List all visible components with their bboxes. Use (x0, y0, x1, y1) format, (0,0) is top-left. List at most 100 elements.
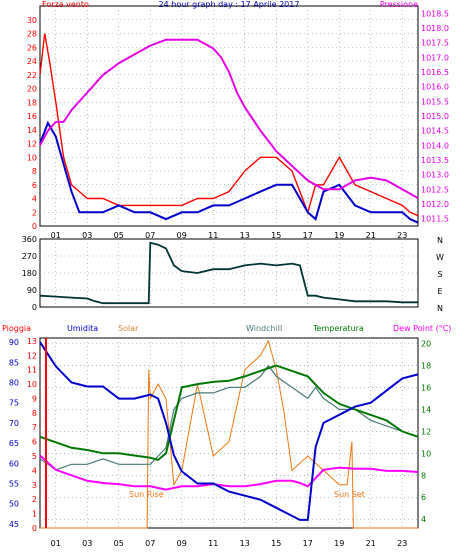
temperature-tick-label: 4 (421, 515, 426, 524)
rain-tick-label: 1 (32, 510, 37, 519)
chart-title: 24 hour graph day : 17 Aprile 2017 (159, 0, 300, 9)
compass-label: W (436, 253, 444, 262)
sunrise-label: Sun Rise (129, 490, 164, 499)
legend-dewpoint: Dew Point (°C) (393, 324, 451, 333)
rain-tick-label: 4 (32, 466, 37, 475)
x-tick-label: 23 (397, 539, 407, 548)
direction-panel-grid (40, 239, 418, 307)
wind-x-axis: 01 03 05 07 09 11 13 15 17 19 21 23 (51, 231, 408, 240)
temperature-tick-label: 20 (421, 339, 431, 348)
direction-left-axis: 0 90 180 270 360 (22, 235, 37, 312)
sunset-label: Sun Set (334, 490, 365, 499)
x-tick-label: 05 (114, 231, 124, 240)
legend-windchill: Windchill (246, 324, 282, 333)
rain-tick-label: 7 (32, 423, 37, 432)
rain-tick-label: 9 (32, 394, 37, 403)
humidity-tick-label: 90 (9, 338, 19, 347)
x-tick-label: 19 (334, 231, 344, 240)
wind-tick-label: 16 (27, 112, 37, 121)
x-tick-label: 13 (240, 539, 250, 548)
x-tick-label: 09 (177, 231, 187, 240)
temperature-tick-label: 18 (421, 361, 431, 370)
x-tick-label: 01 (51, 539, 61, 548)
pressure-tick-label: 1015.5 (421, 97, 449, 106)
direction-panel-series (39, 241, 418, 305)
direction-tick-label: 0 (32, 303, 37, 312)
pressure-tick-label: 1014.0 (421, 141, 449, 150)
x-tick-label: 03 (82, 231, 92, 240)
x-tick-label: 11 (208, 539, 218, 548)
rain-tick-label: 5 (32, 452, 37, 461)
rain-tick-label: 2 (32, 495, 37, 504)
wind-tick-label: 4 (32, 195, 37, 204)
wind-panel-frame (39, 5, 419, 227)
wind-tick-label: 20 (27, 85, 37, 94)
series-humidity (39, 341, 419, 521)
x-tick-label: 07 (145, 539, 155, 548)
legend-humidity: Umidita (67, 324, 98, 333)
legend-temperature: Temperatura (312, 324, 364, 333)
pressure-tick-label: 1012.5 (421, 185, 449, 194)
wind-tick-label: 18 (27, 98, 37, 107)
wind-tick-label: 8 (32, 167, 37, 176)
x-tick-label: 17 (303, 231, 313, 240)
humidity-tick-label: 55 (9, 480, 19, 489)
x-tick-label: 03 (82, 539, 92, 548)
rain-tick-label: 12 (27, 351, 37, 360)
pressure-tick-label: 1016.0 (421, 83, 449, 92)
compass-label: S (437, 270, 442, 279)
direction-panel-frame (39, 238, 419, 308)
pressure-legend-label: Pressione (380, 0, 418, 9)
temperature-tick-label: 12 (421, 427, 431, 436)
wind-tick-label: 0 (32, 222, 37, 231)
pressure-tick-label: 1018.5 (421, 9, 449, 18)
rain-tick-label: 13 (27, 337, 37, 346)
temperature-tick-label: 6 (421, 493, 426, 502)
wind-legend-label: Forza vento (42, 0, 89, 9)
humidity-tick-label: 85 (9, 358, 19, 367)
humidity-tick-label: 60 (9, 459, 19, 468)
series-dewpoint (39, 454, 419, 491)
wind-tick-label: 14 (27, 126, 37, 135)
wind-tick-label: 28 (27, 30, 37, 39)
rain-tick-label: 11 (27, 366, 37, 375)
temperature-x-axis: 01 03 05 07 09 11 13 15 17 19 21 23 (51, 539, 408, 548)
pressure-tick-label: 1011.5 (421, 215, 449, 224)
series-wind-gust (39, 33, 419, 217)
series-pressure (39, 38, 419, 199)
x-tick-label: 15 (271, 231, 281, 240)
pressure-tick-label: 1013.5 (421, 156, 449, 165)
rain-tick-label: 3 (32, 481, 37, 490)
wind-tick-label: 22 (27, 71, 37, 80)
pressure-tick-label: 1013.0 (421, 171, 449, 180)
pressure-tick-label: 1014.5 (421, 127, 449, 136)
rain-tick-label: 8 (32, 409, 37, 418)
x-tick-label: 19 (334, 539, 344, 548)
series-temperature (39, 364, 419, 462)
wind-tick-label: 26 (27, 43, 37, 52)
temperature-legend: Pioggia Umidita Solar Windchill Temperat… (2, 324, 451, 333)
x-tick-label: 13 (240, 231, 250, 240)
temperature-panel-frame (39, 337, 419, 529)
pressure-tick-label: 1017.0 (421, 53, 449, 62)
wind-tick-label: 10 (27, 153, 37, 162)
pressure-tick-label: 1016.5 (421, 68, 449, 77)
x-tick-label: 15 (271, 539, 281, 548)
compass-label: E (437, 287, 442, 296)
humidity-tick-label: 80 (9, 378, 19, 387)
x-tick-label: 05 (114, 539, 124, 548)
rain-tick-label: 10 (27, 380, 37, 389)
temperature-tick-label: 10 (421, 449, 431, 458)
x-tick-label: 07 (145, 231, 155, 240)
wind-tick-label: 24 (27, 57, 37, 66)
pressure-right-axis: 1011.5 1012.0 1012.5 1013.0 1013.5 1014.0 1014… (421, 9, 449, 223)
direction-tick-label: 90 (27, 286, 37, 295)
direction-tick-label: 270 (22, 252, 37, 261)
x-tick-label: 23 (397, 231, 407, 240)
wind-panel-grid (40, 6, 418, 226)
x-tick-label: 09 (177, 539, 187, 548)
